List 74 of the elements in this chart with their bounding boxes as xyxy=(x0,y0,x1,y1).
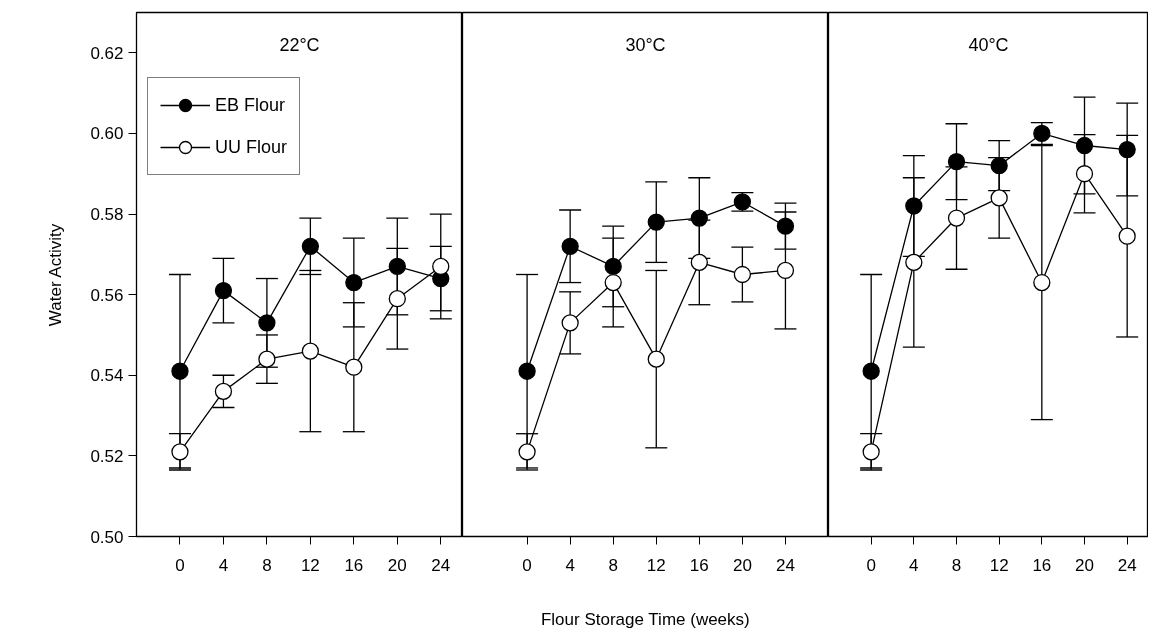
y-axis-title: Water Activity xyxy=(46,223,66,327)
point xyxy=(690,253,708,272)
x-tick-label: 24 xyxy=(775,555,795,575)
y-tick-label: 0.62 xyxy=(90,43,124,63)
point xyxy=(1118,140,1136,159)
y-tick-label: 0.58 xyxy=(90,205,124,225)
x-tick-label: 24 xyxy=(431,555,451,575)
legend-label: UU Flour xyxy=(215,136,288,158)
point xyxy=(301,342,320,360)
point xyxy=(947,209,966,227)
point xyxy=(214,281,233,300)
point xyxy=(171,362,189,380)
x-tick-label: 8 xyxy=(951,555,962,575)
x-tick-label: 4 xyxy=(909,555,919,575)
text: 30°C xyxy=(625,34,666,55)
x-tick-label: 12 xyxy=(646,555,666,575)
point xyxy=(862,362,880,380)
x-tick-label: 8 xyxy=(262,555,272,575)
x-axis-title: Flour Storage Time (weeks) xyxy=(540,609,750,629)
point xyxy=(776,217,795,235)
y-tick-label: 0.50 xyxy=(90,527,124,547)
point xyxy=(905,197,923,215)
point xyxy=(1075,136,1094,155)
x-tick-label: 16 xyxy=(1032,555,1052,575)
point xyxy=(733,265,752,284)
point xyxy=(647,213,665,231)
x-tick-label: 0 xyxy=(522,555,532,575)
point xyxy=(1033,273,1051,292)
point xyxy=(990,189,1008,207)
y-tick-label: 0.56 xyxy=(90,285,124,305)
y-tick-label: 0.54 xyxy=(90,366,124,386)
text: 22°C xyxy=(279,34,320,55)
x-tick-label: 24 xyxy=(1117,555,1137,575)
x-tick-label: 20 xyxy=(732,555,752,575)
x-tick-label: 20 xyxy=(387,555,407,575)
x-tick-label: 16 xyxy=(344,555,364,575)
point xyxy=(258,314,276,332)
x-tick-label: 4 xyxy=(218,555,229,575)
point xyxy=(345,358,363,376)
x-tick-label: 8 xyxy=(608,555,618,575)
point xyxy=(604,257,622,276)
point xyxy=(432,257,450,276)
x-tick-label: 0 xyxy=(866,555,876,575)
y-tick-label: 0.52 xyxy=(90,446,124,466)
point xyxy=(258,350,276,368)
x-tick-label: 16 xyxy=(689,555,709,575)
point xyxy=(301,237,320,255)
point xyxy=(561,237,579,255)
x-tick-label: 20 xyxy=(1075,555,1094,575)
point xyxy=(214,382,233,401)
point xyxy=(862,443,880,461)
point xyxy=(647,350,665,368)
x-tick-label: 0 xyxy=(175,555,185,575)
point xyxy=(345,273,363,292)
x-tick-label: 4 xyxy=(565,555,575,575)
x-tick-label: 12 xyxy=(989,555,1009,575)
point xyxy=(1118,227,1136,245)
point xyxy=(561,314,579,332)
y-tick-label: 0.60 xyxy=(90,124,124,144)
point xyxy=(1075,165,1094,183)
x-tick-label: 12 xyxy=(300,555,320,575)
point xyxy=(905,253,923,272)
point xyxy=(947,153,966,171)
point xyxy=(388,290,406,308)
point xyxy=(604,273,622,292)
point xyxy=(776,261,795,280)
legend-label: EB Flour xyxy=(215,94,286,116)
point xyxy=(171,443,189,461)
point xyxy=(518,362,536,380)
point xyxy=(990,157,1008,175)
point xyxy=(518,443,536,461)
text: 40°C xyxy=(968,34,1009,55)
point xyxy=(388,257,406,276)
point xyxy=(690,209,708,227)
